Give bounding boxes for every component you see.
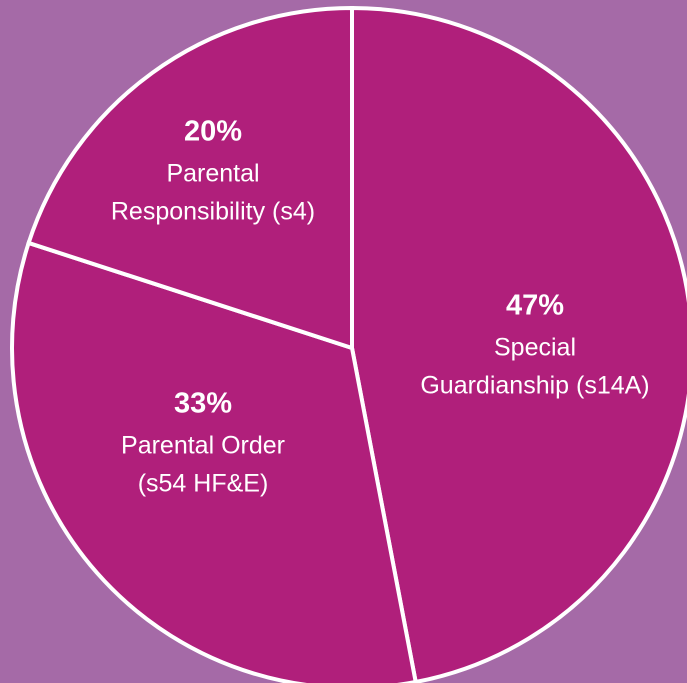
value-label: 47% — [506, 290, 564, 322]
pie-slice — [350, 5, 687, 683]
slice-label: Special — [494, 334, 576, 362]
value-label: 20% — [184, 116, 242, 148]
slice-label: Parental Order — [121, 432, 285, 460]
pie-slice — [26, 5, 354, 351]
slice-label: Responsibility (s4) — [111, 198, 315, 226]
pie-slice — [10, 240, 418, 683]
slice-label: (s54 HF&E) — [138, 470, 269, 498]
slice-label: Guardianship (s14A) — [420, 372, 649, 400]
value-label: 33% — [174, 388, 232, 420]
slice-label: Parental — [166, 160, 259, 188]
